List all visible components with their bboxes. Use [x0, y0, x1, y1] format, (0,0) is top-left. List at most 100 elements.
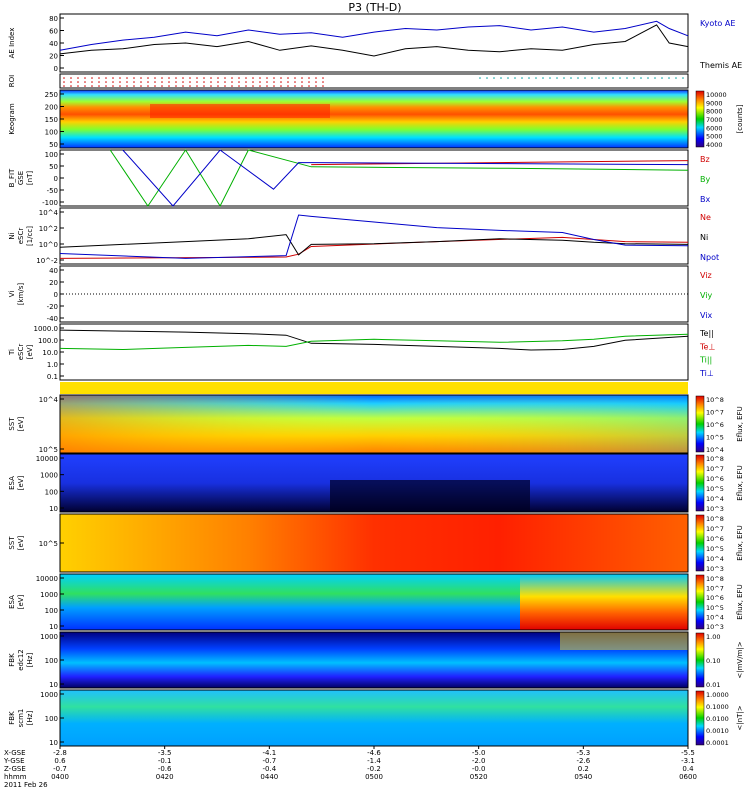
- fbk-b-colorbar: [695, 690, 705, 746]
- roi-marker: [280, 77, 282, 79]
- xaxis-row-label: Z-GSE: [4, 765, 26, 773]
- fbk-e-bright-region: [560, 632, 688, 650]
- roi-marker: [77, 81, 79, 83]
- temperature-ylabel-1: Ti: [8, 349, 16, 356]
- velocity-ytick-label: 40: [49, 267, 58, 275]
- bfield-series-2: [122, 149, 689, 207]
- xaxis-row-label: 2011 Feb 26: [4, 781, 48, 789]
- roi-marker: [654, 77, 656, 79]
- fbk-e-ylabel-2: edc12: [17, 649, 25, 671]
- fbk-e-ytick-label: 1000: [40, 633, 58, 641]
- roi-marker: [175, 85, 177, 87]
- roi-marker: [147, 85, 149, 87]
- esa-elec-colorbar-tick: 10^4: [706, 613, 724, 621]
- bfield-ytick-label: 50: [49, 163, 58, 171]
- bfield-ylabel-3: [nT]: [26, 171, 34, 185]
- keogram-colorbar-tick: 4000: [706, 141, 723, 149]
- fbk-e-ylabel-3: [Hz]: [26, 653, 34, 668]
- roi-marker: [549, 77, 551, 79]
- roi-marker: [105, 85, 107, 87]
- roi-marker: [612, 77, 614, 79]
- roi-marker: [315, 85, 317, 87]
- roi-marker: [231, 85, 233, 87]
- xaxis-tick-x: -4.6: [367, 749, 381, 757]
- density-legend-item: Ni: [700, 233, 708, 242]
- fbk-b-ytick-label: 1000: [40, 691, 58, 699]
- sst-elec-colorbar-tick: 10^7: [706, 525, 724, 533]
- fbk-b-ytick-label: 10: [49, 739, 58, 747]
- roi-marker: [273, 77, 275, 79]
- fbk-e-colorbar-tick: 1.00: [706, 633, 720, 641]
- temperature-legend-item: Te⊥: [699, 342, 715, 351]
- temperature-legend-item: Ti||: [699, 356, 712, 365]
- roi-marker: [301, 77, 303, 79]
- density-series-2: [59, 214, 689, 259]
- roi-marker: [315, 77, 317, 79]
- roi-marker: [238, 77, 240, 79]
- fbk-b-ylabel-3: [Hz]: [26, 711, 34, 726]
- roi-marker: [322, 85, 324, 87]
- velocity-ylabel-2: [km/s]: [17, 283, 25, 306]
- sst-elec-colorbar: [695, 514, 705, 572]
- roi-marker: [210, 85, 212, 87]
- roi-marker: [112, 77, 114, 79]
- ae-legend-item: Kyoto AE: [700, 19, 735, 28]
- keogram-colorbar: [695, 90, 705, 148]
- density-legend-item: Ne: [700, 213, 711, 222]
- sst-ion-colorbar-tick: 10^8: [706, 396, 724, 404]
- roi-marker: [161, 81, 163, 83]
- roi-marker: [210, 81, 212, 83]
- esa-ion-dark-region: [330, 480, 530, 512]
- roi-frame: [59, 73, 689, 89]
- xaxis-row-label: X-GSE: [4, 749, 26, 757]
- xaxis-tick-y: -2.0: [472, 757, 486, 765]
- roi-marker: [301, 81, 303, 83]
- xaxis-tick-x: -2.8: [53, 749, 67, 757]
- bfield-ytick-label: 100: [45, 151, 58, 159]
- bfield-legend-item: Bz: [700, 155, 710, 164]
- density-ytick-label: 10^0: [39, 241, 58, 249]
- ae-ylabel-1: AE Index: [8, 28, 16, 59]
- roi-marker: [273, 85, 275, 87]
- sst-elec-ylabel-2: [eV]: [17, 535, 25, 550]
- roi-marker: [126, 81, 128, 83]
- roi-marker: [563, 77, 565, 79]
- roi-marker: [556, 77, 558, 79]
- velocity-frame: [59, 265, 689, 323]
- sst-ion-colorbar-tick: 10^6: [706, 421, 724, 429]
- roi-marker: [294, 85, 296, 87]
- roi-marker: [315, 81, 317, 83]
- xaxis-tick-t: 0400: [51, 773, 69, 781]
- xaxis-tick-y: -2.6: [576, 757, 590, 765]
- xaxis-tick-z: 0.4: [682, 765, 694, 773]
- esa-ion-ylabel-1: ESA: [8, 476, 16, 490]
- velocity-ytick-label: 20: [49, 279, 58, 287]
- density-ytick-label: 10^2: [39, 225, 58, 233]
- roi-marker: [280, 85, 282, 87]
- sst-elec-colorbar-tick: 10^3: [706, 565, 724, 573]
- roi-marker: [287, 77, 289, 79]
- roi-marker: [182, 81, 184, 83]
- esa-elec-colorbar-tick: 10^6: [706, 594, 724, 602]
- sst-ion-colorbar-label: Eflux, EFU: [736, 406, 744, 441]
- roi-marker: [605, 77, 607, 79]
- esa-ion-colorbar: [695, 454, 705, 512]
- roi-marker: [252, 81, 254, 83]
- keogram-ytick-label: 100: [45, 129, 58, 137]
- esa-ion-colorbar-tick: 10^5: [706, 485, 724, 493]
- xaxis-tick-x: -5.5: [681, 749, 695, 757]
- xaxis-tick-x: -3.5: [158, 749, 172, 757]
- fbk-b-colorbar-tick: 0.0010: [706, 727, 729, 735]
- roi-marker: [147, 77, 149, 79]
- bfield-ytick-label: 0: [54, 175, 58, 183]
- roi-marker: [63, 77, 65, 79]
- bfield-ytick-label: -50: [47, 187, 58, 195]
- roi-marker: [175, 81, 177, 83]
- roi-marker: [84, 77, 86, 79]
- sst-elec-colorbar-label: Eflux, EFU: [736, 525, 744, 560]
- esa-ion-colorbar-tick: 10^3: [706, 505, 724, 513]
- roi-marker: [322, 77, 324, 79]
- bfield-legend-item: Bx: [700, 195, 710, 204]
- roi-marker: [77, 85, 79, 87]
